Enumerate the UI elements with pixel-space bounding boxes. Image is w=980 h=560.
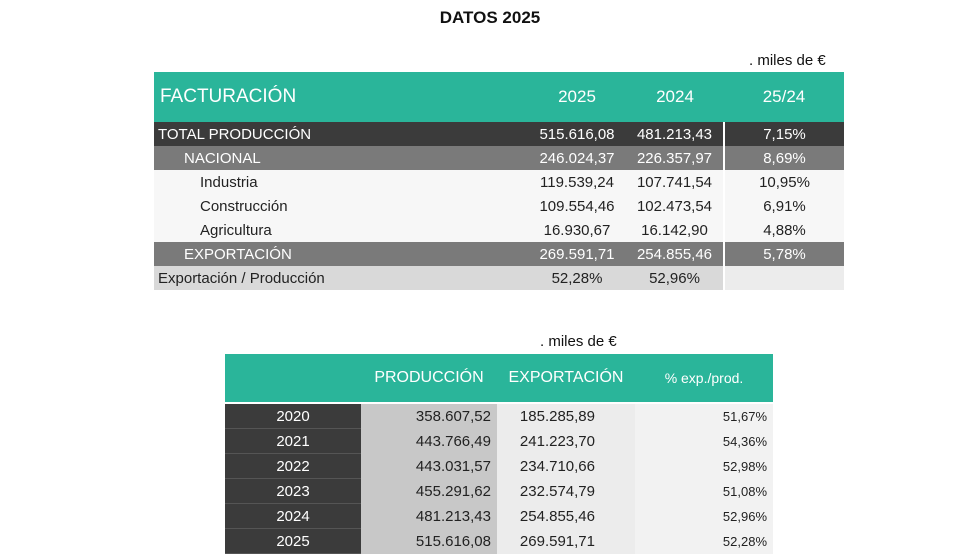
- table-row: 2025 515.616,08 269.591,71 52,28%: [225, 528, 773, 554]
- table-row: Exportación / Producción 52,28% 52,96%: [154, 266, 844, 290]
- cell-2025: 515.616,08: [528, 122, 626, 146]
- historico-header-row: PRODUCCIÓN EXPORTACIÓN % exp./prod.: [225, 354, 773, 402]
- cell-pct: 51,08%: [635, 478, 773, 504]
- historico-table: PRODUCCIÓN EXPORTACIÓN % exp./prod. 2020…: [225, 354, 773, 554]
- cell-pct: 54,36%: [635, 428, 773, 454]
- row-label: NACIONAL: [154, 146, 528, 170]
- cell-2024: 107.741,54: [626, 170, 724, 194]
- cell-produccion: 443.766,49: [361, 428, 497, 454]
- cell-exportacion: 269.591,71: [497, 528, 635, 554]
- table-row: Agricultura 16.930,67 16.142,90 4,88%: [154, 218, 844, 242]
- row-label: EXPORTACIÓN: [154, 242, 528, 266]
- row-label: Industria: [154, 170, 528, 194]
- row-label: TOTAL PRODUCCIÓN: [154, 122, 528, 146]
- cell-exportacion: 185.285,89: [497, 404, 635, 429]
- cell-2024: 254.855,46: [626, 242, 724, 266]
- cell-exportacion: 234.710,66: [497, 453, 635, 479]
- table-row: EXPORTACIÓN 269.591,71 254.855,46 5,78%: [154, 242, 844, 266]
- cell-pct: 51,67%: [635, 404, 773, 429]
- cell-2025: 52,28%: [528, 266, 626, 290]
- cell-variation: 7,15%: [723, 122, 844, 146]
- cell-2024: 102.473,54: [626, 194, 724, 218]
- cell-exportacion: 254.855,46: [497, 503, 635, 529]
- table-row: 2021 443.766,49 241.223,70 54,36%: [225, 428, 773, 454]
- cell-2024: 16.142,90: [626, 218, 724, 242]
- cell-variation: 4,88%: [723, 218, 844, 242]
- cell-variation: 10,95%: [723, 170, 844, 194]
- unit-label-2: . miles de €: [540, 333, 617, 350]
- cell-year: 2021: [225, 428, 361, 454]
- cell-year: 2024: [225, 503, 361, 529]
- cell-variation: 8,69%: [723, 146, 844, 170]
- facturacion-header-row: FACTURACIÓN 2025 2024 25/24: [154, 72, 844, 122]
- header-spacer: [225, 402, 773, 404]
- cell-variation-empty: [723, 266, 844, 290]
- facturacion-header-label: FACTURACIÓN: [154, 72, 528, 122]
- cell-year: 2022: [225, 453, 361, 479]
- header-exportacion: EXPORTACIÓN: [497, 354, 635, 402]
- cell-2024: 226.357,97: [626, 146, 724, 170]
- cell-year: 2025: [225, 528, 361, 554]
- header-produccion: PRODUCCIÓN: [361, 354, 497, 402]
- header-variation: 25/24: [724, 72, 844, 122]
- cell-produccion: 358.607,52: [361, 404, 497, 429]
- cell-2025: 16.930,67: [528, 218, 626, 242]
- table-row: TOTAL PRODUCCIÓN 515.616,08 481.213,43 7…: [154, 122, 844, 146]
- cell-2025: 119.539,24: [528, 170, 626, 194]
- unit-label-1: . miles de €: [749, 52, 826, 69]
- cell-pct: 52,98%: [635, 453, 773, 479]
- cell-produccion: 481.213,43: [361, 503, 497, 529]
- cell-2025: 246.024,37: [528, 146, 626, 170]
- cell-produccion: 443.031,57: [361, 453, 497, 479]
- header-2024: 2024: [626, 72, 724, 122]
- table-row: 2024 481.213,43 254.855,46 52,96%: [225, 503, 773, 529]
- cell-2025: 269.591,71: [528, 242, 626, 266]
- table-row: 2023 455.291,62 232.574,79 51,08%: [225, 478, 773, 504]
- row-label: Exportación / Producción: [154, 266, 528, 290]
- cell-pct: 52,96%: [635, 503, 773, 529]
- table-row: 2020 358.607,52 185.285,89 51,67%: [225, 404, 773, 429]
- cell-year: 2020: [225, 404, 361, 429]
- cell-year: 2023: [225, 478, 361, 504]
- row-label: Agricultura: [154, 218, 528, 242]
- table-row: 2022 443.031,57 234.710,66 52,98%: [225, 453, 773, 479]
- header-2025: 2025: [528, 72, 626, 122]
- facturacion-table: FACTURACIÓN 2025 2024 25/24 TOTAL PRODUC…: [154, 72, 844, 290]
- cell-variation: 5,78%: [723, 242, 844, 266]
- header-empty: [225, 354, 361, 402]
- cell-exportacion: 241.223,70: [497, 428, 635, 454]
- cell-2025: 109.554,46: [528, 194, 626, 218]
- cell-2024: 52,96%: [626, 266, 724, 290]
- table-row: NACIONAL 246.024,37 226.357,97 8,69%: [154, 146, 844, 170]
- cell-produccion: 455.291,62: [361, 478, 497, 504]
- header-pct: % exp./prod.: [635, 354, 773, 402]
- page-title: DATOS 2025: [439, 8, 541, 27]
- row-label: Construcción: [154, 194, 528, 218]
- cell-pct: 52,28%: [635, 528, 773, 554]
- cell-produccion: 515.616,08: [361, 528, 497, 554]
- table-row: Industria 119.539,24 107.741,54 10,95%: [154, 170, 844, 194]
- cell-variation: 6,91%: [723, 194, 844, 218]
- table-row: Construcción 109.554,46 102.473,54 6,91%: [154, 194, 844, 218]
- cell-2024: 481.213,43: [626, 122, 724, 146]
- cell-exportacion: 232.574,79: [497, 478, 635, 504]
